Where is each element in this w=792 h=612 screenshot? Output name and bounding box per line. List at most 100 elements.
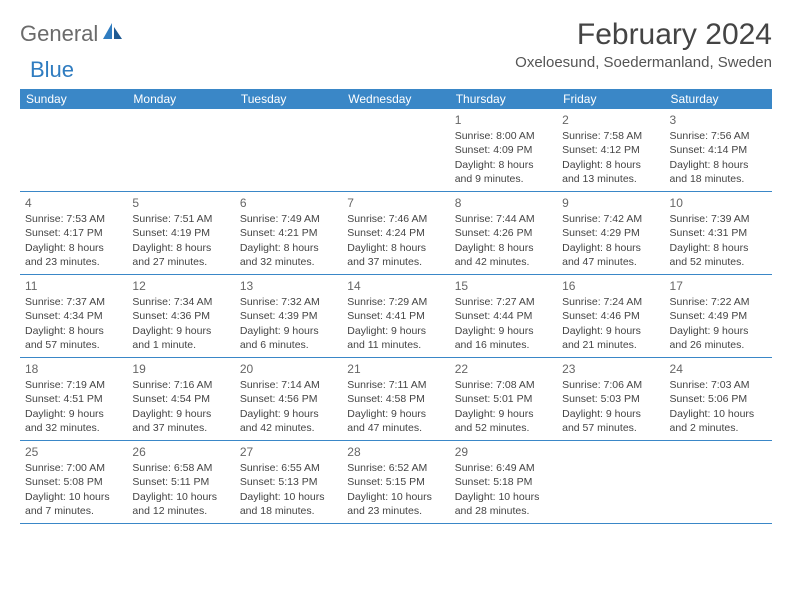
day-info-line: Sunrise: 7:16 AM	[132, 378, 229, 392]
day-cell: 11Sunrise: 7:37 AMSunset: 4:34 PMDayligh…	[20, 275, 127, 357]
day-number: 6	[240, 195, 337, 211]
week-row: 25Sunrise: 7:00 AMSunset: 5:08 PM Dayligh…	[20, 441, 772, 524]
day-cell: 1Sunrise: 8:00 AMSunset: 4:09 PMDaylight…	[450, 109, 557, 191]
day-header-cell: Wednesday	[342, 89, 449, 109]
day-info-line: Sunrise: 7:49 AM	[240, 212, 337, 226]
day-info-line: Sunrise: 7:37 AM	[25, 295, 122, 309]
day-info-line: Daylight: 9 hours	[455, 407, 552, 421]
day-info-line: Sunset: 4:39 PM	[240, 309, 337, 323]
week-row: 18Sunrise: 7:19 AMSunset: 4:51 PMDayligh…	[20, 358, 772, 441]
day-info-line: Sunset: 4:17 PM	[25, 226, 122, 240]
day-info-line: Sunrise: 7:03 AM	[670, 378, 767, 392]
day-info-line: and 57 minutes.	[562, 421, 659, 435]
day-info-line: and 57 minutes.	[25, 338, 122, 352]
day-info-line: Daylight: 10 hours	[132, 490, 229, 504]
day-number: 7	[347, 195, 444, 211]
day-info-line: Daylight: 9 hours	[240, 407, 337, 421]
day-header-cell: Friday	[557, 89, 664, 109]
day-cell: 27Sunrise: 6:55 AMSunset: 5:13 PMDayligh…	[235, 441, 342, 523]
day-number: 9	[562, 195, 659, 211]
day-cell: 8Sunrise: 7:44 AMSunset: 4:26 PMDaylight…	[450, 192, 557, 274]
day-info-line: Sunset: 4:24 PM	[347, 226, 444, 240]
day-info-line: Daylight: 8 hours	[562, 241, 659, 255]
day-info-line: Sunrise: 7:00 AM	[25, 461, 122, 475]
day-info-line: Sunset: 4:46 PM	[562, 309, 659, 323]
day-info-line: Daylight: 9 hours	[132, 407, 229, 421]
day-cell: 23Sunrise: 7:06 AMSunset: 5:03 PMDayligh…	[557, 358, 664, 440]
day-info-line: Sunrise: 7:11 AM	[347, 378, 444, 392]
day-number: 26	[132, 444, 229, 460]
day-number: 25	[25, 444, 122, 460]
day-info-line: and 13 minutes.	[562, 172, 659, 186]
day-cell: 13Sunrise: 7:32 AMSunset: 4:39 PMDayligh…	[235, 275, 342, 357]
day-info-line: Sunrise: 7:27 AM	[455, 295, 552, 309]
logo: General	[20, 18, 126, 45]
day-info-line: and 26 minutes.	[670, 338, 767, 352]
day-number: 10	[670, 195, 767, 211]
day-info-line: Sunrise: 7:08 AM	[455, 378, 552, 392]
calendar-grid: SundayMondayTuesdayWednesdayThursdayFrid…	[20, 89, 772, 524]
day-info-line: Daylight: 9 hours	[562, 407, 659, 421]
day-number: 13	[240, 278, 337, 294]
day-info-line: Sunset: 5:11 PM	[132, 475, 229, 489]
day-info-line: Sunset: 5:01 PM	[455, 392, 552, 406]
day-info-line: Sunset: 4:34 PM	[25, 309, 122, 323]
day-info-line: Sunrise: 8:00 AM	[455, 129, 552, 143]
day-info-line: Sunrise: 7:46 AM	[347, 212, 444, 226]
day-info-line: Sunset: 4:58 PM	[347, 392, 444, 406]
day-cell: 5Sunrise: 7:51 AMSunset: 4:19 PMDaylight…	[127, 192, 234, 274]
day-header-row: SundayMondayTuesdayWednesdayThursdayFrid…	[20, 89, 772, 109]
weeks-container: 1Sunrise: 8:00 AMSunset: 4:09 PMDaylight…	[20, 109, 772, 524]
day-info-line: and 52 minutes.	[670, 255, 767, 269]
day-cell	[235, 109, 342, 191]
day-header-cell: Thursday	[450, 89, 557, 109]
day-cell: 4Sunrise: 7:53 AMSunset: 4:17 PMDaylight…	[20, 192, 127, 274]
day-cell: 19Sunrise: 7:16 AMSunset: 4:54 PMDayligh…	[127, 358, 234, 440]
day-cell: 9Sunrise: 7:42 AMSunset: 4:29 PMDaylight…	[557, 192, 664, 274]
day-info-line: Sunrise: 7:06 AM	[562, 378, 659, 392]
day-cell: 3Sunrise: 7:56 AMSunset: 4:14 PMDaylight…	[665, 109, 772, 191]
day-info-line: Sunset: 4:36 PM	[132, 309, 229, 323]
day-info-line: and 42 minutes.	[240, 421, 337, 435]
day-info-line: Daylight: 9 hours	[25, 407, 122, 421]
day-info-line: Sunrise: 7:58 AM	[562, 129, 659, 143]
day-info-line: Sunset: 4:54 PM	[132, 392, 229, 406]
day-info-line: Sunset: 4:44 PM	[455, 309, 552, 323]
day-info-line: and 2 minutes.	[670, 421, 767, 435]
day-info-line: and 52 minutes.	[455, 421, 552, 435]
day-info-line: Sunrise: 7:53 AM	[25, 212, 122, 226]
day-cell: 29Sunrise: 6:49 AMSunset: 5:18 PMDayligh…	[450, 441, 557, 523]
day-info-line: Daylight: 8 hours	[670, 241, 767, 255]
day-info-line: Sunrise: 7:51 AM	[132, 212, 229, 226]
day-info-line: and 32 minutes.	[240, 255, 337, 269]
day-info-line: and 23 minutes.	[347, 504, 444, 518]
day-info-line: and 23 minutes.	[25, 255, 122, 269]
day-info-line: Sunset: 5:08 PM	[25, 475, 122, 489]
day-cell: 6Sunrise: 7:49 AMSunset: 4:21 PMDaylight…	[235, 192, 342, 274]
day-cell: 20Sunrise: 7:14 AMSunset: 4:56 PMDayligh…	[235, 358, 342, 440]
day-info-line: and 9 minutes.	[455, 172, 552, 186]
day-info-line: Sunset: 5:15 PM	[347, 475, 444, 489]
day-number: 2	[562, 112, 659, 128]
day-cell: 7Sunrise: 7:46 AMSunset: 4:24 PMDaylight…	[342, 192, 449, 274]
day-info-line: and 18 minutes.	[670, 172, 767, 186]
day-header-cell: Monday	[127, 89, 234, 109]
day-number: 24	[670, 361, 767, 377]
day-info-line: Sunrise: 7:56 AM	[670, 129, 767, 143]
day-info-line: and 18 minutes.	[240, 504, 337, 518]
day-info-line: Daylight: 10 hours	[455, 490, 552, 504]
day-info-line: Daylight: 8 hours	[25, 324, 122, 338]
day-header-cell: Tuesday	[235, 89, 342, 109]
day-number: 17	[670, 278, 767, 294]
day-info-line: Daylight: 8 hours	[347, 241, 444, 255]
day-info-line: and 12 minutes.	[132, 504, 229, 518]
location-text: Oxeloesund, Soedermanland, Sweden	[515, 54, 772, 71]
day-number: 1	[455, 112, 552, 128]
sail-icon	[102, 22, 124, 45]
day-info-line: Sunset: 4:56 PM	[240, 392, 337, 406]
day-number: 23	[562, 361, 659, 377]
day-info-line: Sunset: 4:26 PM	[455, 226, 552, 240]
day-cell	[665, 441, 772, 523]
day-number: 11	[25, 278, 122, 294]
day-number: 27	[240, 444, 337, 460]
